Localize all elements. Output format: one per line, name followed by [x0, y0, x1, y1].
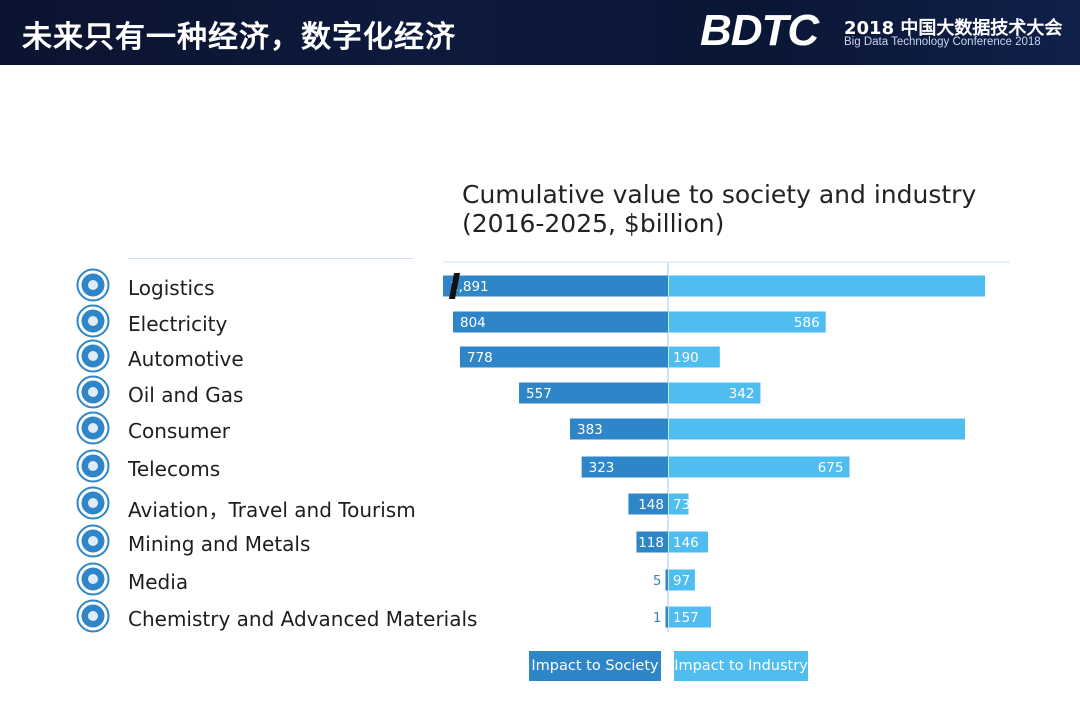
sector-row: Oil and Gas — [76, 375, 476, 411]
mine-cart-icon — [76, 524, 110, 558]
label-industry: 73 — [673, 497, 690, 513]
bar-industry — [669, 275, 985, 297]
label-society: 5 — [653, 573, 662, 589]
bar-society — [665, 569, 668, 591]
sector-row: Chemistry and Advanced Materials — [76, 599, 478, 635]
sector-label: Media — [128, 570, 189, 594]
sector-row: Consumer — [76, 411, 476, 447]
sector-row: Electricity — [76, 304, 476, 340]
bar-society — [636, 531, 668, 553]
cart-icon — [76, 268, 110, 302]
bar-society — [581, 456, 668, 478]
bar-society — [453, 311, 668, 333]
bar-industry — [669, 456, 850, 478]
label-society: 804 — [460, 315, 486, 331]
axis-break-marker — [449, 273, 460, 299]
satellite-dish-icon — [76, 449, 110, 483]
label-society: 118 — [638, 535, 664, 551]
chart-title: Cumulative value to society and industry… — [462, 180, 1022, 238]
chart-title-line1: Cumulative value to society and industry — [462, 180, 977, 209]
sector-label: Logistics — [128, 276, 215, 300]
film-icon — [76, 562, 110, 596]
bar-society — [459, 346, 668, 368]
label-industry: 190 — [673, 350, 699, 366]
sector-row: Logistics — [76, 268, 476, 304]
bar-society — [628, 493, 668, 515]
legend-impact-to-industry: Impact to Industry — [674, 651, 808, 681]
label-society: 557 — [526, 386, 552, 402]
bar-industry — [669, 418, 965, 440]
label-industry: 157 — [673, 610, 699, 626]
bar-society — [570, 418, 668, 440]
label-industry: 586 — [794, 315, 820, 331]
sector-label: Telecoms — [128, 457, 221, 481]
label-industry: 146 — [673, 535, 699, 551]
bar-industry — [669, 311, 826, 333]
bar-society — [665, 606, 668, 628]
sector-row: Aviation，Travel and Tourism — [76, 486, 476, 522]
bar-industry — [669, 382, 761, 404]
bar-society — [443, 275, 668, 297]
bar-industry — [669, 531, 709, 553]
chart-title-line2: (2016-2025, $billion) — [462, 209, 725, 238]
legend-impact-to-society: Impact to Society — [529, 651, 661, 681]
label-society: 1,891 — [450, 279, 489, 295]
bar-industry — [669, 493, 689, 515]
conference-name: 2018 中国大数据技术大会 — [844, 18, 1063, 39]
sector-row: Telecoms — [76, 449, 476, 485]
sector-list-divider — [128, 258, 413, 259]
shopping-bag-icon — [76, 411, 110, 445]
label-society: 778 — [467, 350, 493, 366]
bar-industry — [669, 606, 711, 628]
sector-row: Mining and Metals — [76, 524, 476, 560]
lightning-icon — [76, 304, 110, 338]
label-society: 1 — [653, 610, 662, 626]
label-industry: 675 — [818, 460, 844, 476]
sector-label: Mining and Metals — [128, 532, 311, 556]
bar-industry — [669, 346, 720, 368]
label-society: 383 — [577, 422, 603, 438]
airplane-icon — [76, 486, 110, 520]
bar-industry — [669, 569, 695, 591]
sector-row: Automotive — [76, 339, 476, 375]
label-industry: 342 — [729, 386, 755, 402]
sector-label: Automotive — [128, 347, 244, 371]
bdtc-logo: BDTC — [700, 6, 819, 55]
sector-label: Consumer — [128, 419, 230, 443]
label-society: 323 — [589, 460, 615, 476]
label-industry: 97 — [673, 573, 690, 589]
fuel-pump-icon — [76, 375, 110, 409]
header-banner: 未来只有一种经济，数字化经济 BDTC 2018 中国大数据技术大会 Big D… — [0, 0, 1080, 65]
sector-label: Electricity — [128, 312, 228, 336]
slide-title: 未来只有一种经济，数字化经济 — [22, 20, 456, 55]
sector-row: Media — [76, 562, 476, 598]
bar-society — [519, 382, 668, 404]
sector-label: Chemistry and Advanced Materials — [128, 607, 478, 631]
sector-label: Oil and Gas — [128, 383, 244, 407]
flask-icon — [76, 599, 110, 633]
label-society: 148 — [638, 497, 664, 513]
sector-label: Aviation，Travel and Tourism — [128, 498, 416, 522]
car-icon — [76, 339, 110, 373]
conference-subtitle: Big Data Technology Conference 2018 — [844, 36, 1041, 48]
